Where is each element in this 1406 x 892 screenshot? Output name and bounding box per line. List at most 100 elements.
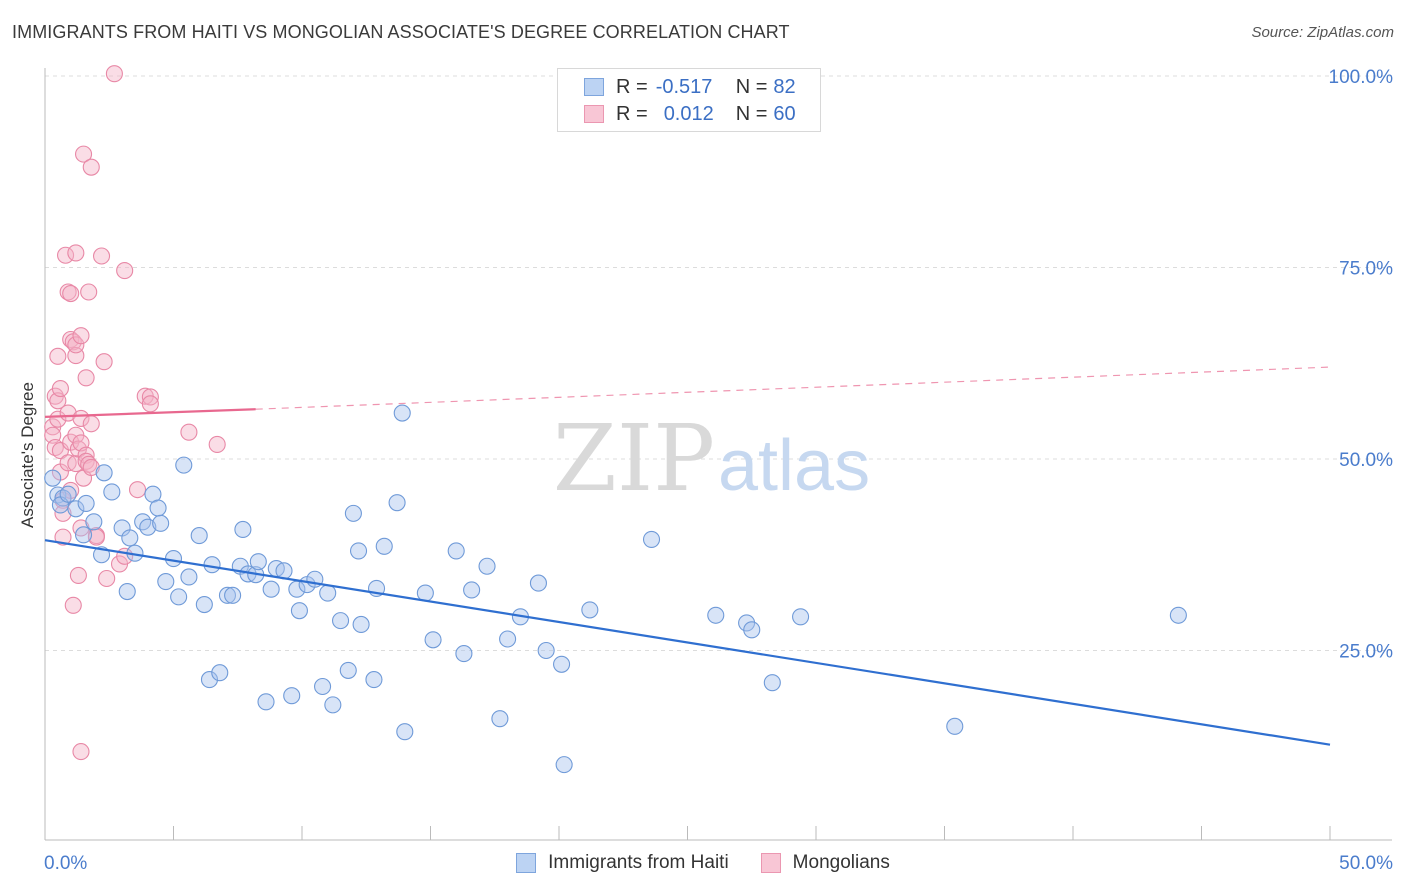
haiti-point [249,553,267,571]
tick-labels: 25.0% 50.0% 75.0% 100.0% 0.0% 50.0% [44,67,1393,874]
haiti-point [195,595,213,614]
haiti-point [164,550,183,568]
mongolians-points [44,65,226,761]
legend-n-value-haiti: 82 [773,75,796,98]
haiti-point [763,674,781,692]
series-legend-mongolians: Mongolians [760,852,890,874]
haiti-point [218,586,237,604]
legend-n-label: N = [735,75,768,98]
mongolians-point [49,347,67,365]
haiti-point [491,710,509,728]
haiti-point [478,557,496,575]
haiti-point [59,485,77,503]
haiti-point [283,687,301,705]
haiti-point [44,469,62,487]
mongolians-point [51,379,69,398]
mongolians-point [57,246,75,264]
correlation-legend: R = -0.517 N = 82 R = 0.012 N = 60 [557,68,821,132]
haiti-point [707,606,725,624]
series-legend: Immigrants from Haiti Mongolians [0,852,1406,874]
mongolians-point [62,284,80,303]
mongolians-point [80,455,98,473]
mongolians-point [46,438,64,457]
legend-r-label: R = [616,102,648,125]
mongolians-point [59,283,77,301]
watermark-zip: ZIP [553,405,715,512]
haiti-point [85,513,103,531]
series-label-haiti: Immigrants from Haiti [548,852,729,873]
haiti-point [946,717,964,735]
haiti-point [95,464,113,482]
haiti-point [314,677,332,696]
haiti-point [499,630,517,648]
y-tick-label: 50.0% [1339,450,1393,471]
series-swatch-mongolians [760,853,781,873]
series-legend-haiti: Immigrants from Haiti [516,852,729,874]
mongolians-point [82,415,100,433]
watermark: ZIP atlas [553,405,870,512]
axes [44,68,1392,841]
mongolians-point [72,327,90,345]
y-axis-label: Associate's Degree [18,382,37,528]
haiti-point [416,584,434,602]
mongolians-point [67,244,85,262]
mongolians-point [92,247,111,265]
haiti-point [331,612,350,630]
haiti-point [339,661,357,679]
haiti-point [349,542,368,560]
y-tick-label: 75.0% [1339,259,1393,280]
haiti-point [529,574,547,592]
legend-r-label: R = [616,75,648,98]
mongolians-point [62,330,80,349]
haiti-point [290,602,308,620]
haiti-point [344,504,362,522]
mongolians-trend-line [44,408,256,418]
haiti-point [157,573,175,591]
mongolians-point [208,435,226,453]
haiti-point [738,614,756,632]
mongolians-point [67,336,85,354]
haiti-point [200,671,219,689]
legend-r-value-mongolians: 0.012 [663,102,714,125]
haiti-point [352,615,370,634]
mongolians-point [116,262,134,280]
mongolians-point [141,388,159,406]
trend-lines [44,366,1331,746]
haiti-point [455,645,473,663]
haiti-point [180,568,198,586]
x-tick-label: 50.0% [1339,853,1393,874]
haiti-point [75,526,93,544]
haiti-point [257,693,275,711]
series-swatch-haiti [516,853,537,873]
mongolians-point [69,566,87,584]
haiti-point [319,584,337,602]
mongolians-point [141,395,159,413]
legend-r-value-haiti: -0.517 [655,75,713,98]
haiti-point [139,518,157,536]
haiti-point [224,586,242,604]
haiti-point [118,582,136,601]
mongolians-point [82,458,100,476]
haiti-points [44,404,1187,774]
mongolians-point [105,65,123,83]
haiti-point [743,621,761,639]
haiti-point [149,499,167,517]
haiti-point [262,580,280,598]
watermark-atlas: atlas [718,426,870,506]
x-tick-label: 0.0% [44,853,87,874]
mongolians-point [128,481,147,499]
mongolians-point [54,528,72,546]
haiti-point [170,588,188,606]
mongolians-point [98,569,116,588]
gridlines [45,75,1392,651]
legend-row-haiti: R = -0.517 N = 82 [584,74,796,100]
mongolians-point [80,283,98,301]
series-label-mongolians: Mongolians [792,852,890,873]
haiti-point [324,696,342,714]
haiti-point [388,494,406,512]
haiti-point [393,404,411,422]
haiti-point [555,756,573,774]
mongolians-point [180,423,198,441]
haiti-point [792,608,810,626]
